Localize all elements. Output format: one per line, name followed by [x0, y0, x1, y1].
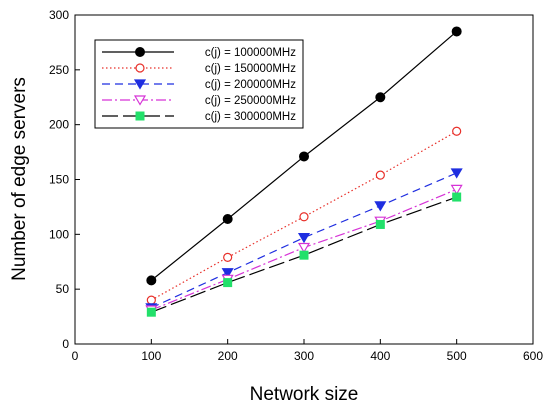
data-point: [299, 212, 309, 222]
legend-label: c(j) = 100000MHz: [205, 47, 296, 59]
y-tick-label: 100: [49, 227, 69, 241]
x-tick-label: 300: [294, 349, 314, 363]
data-point: [221, 268, 234, 279]
legend-marker: [135, 47, 145, 57]
series-line: [151, 172, 457, 309]
legend-item: c(j) = 300000MHz: [102, 111, 296, 123]
y-axis-title: Number of edge servers: [9, 77, 30, 281]
series-c-j-100000mhz: [146, 26, 462, 286]
data-point: [452, 192, 462, 202]
y-tick-label: 250: [49, 63, 69, 77]
series-c-j-200000mhz: [145, 168, 463, 314]
legend-marker: [133, 95, 147, 106]
legend-label: c(j) = 200000MHz: [205, 79, 296, 91]
data-point: [146, 295, 156, 305]
legend-label: c(j) = 150000MHz: [205, 63, 296, 75]
data-point: [146, 275, 157, 286]
legend-item: c(j) = 100000MHz: [102, 47, 296, 59]
y-tick-label: 150: [49, 173, 69, 187]
data-point: [451, 26, 462, 37]
axis-ticks: 0 100 200 300 400 500 600 0 50 100 150 200 250 300: [49, 8, 543, 363]
data-point: [223, 252, 233, 262]
data-point: [299, 250, 309, 260]
data-point: [450, 184, 463, 196]
y-tick-label: 50: [56, 282, 70, 296]
y-tick-label: 0: [62, 337, 69, 351]
data-point: [222, 213, 233, 224]
x-tick-label: 500: [447, 349, 467, 363]
x-tick-label: 600: [523, 349, 543, 363]
x-axis-title: Network size: [250, 384, 359, 405]
y-tick-label: 300: [49, 8, 69, 22]
x-tick-label: 200: [218, 349, 238, 363]
data-point: [223, 278, 233, 288]
data-point: [375, 219, 385, 229]
legend-item: c(j) = 200000MHz: [102, 79, 296, 91]
data-point: [297, 242, 311, 254]
series-layer: [145, 26, 463, 317]
series-c-j-300000mhz: [146, 192, 462, 317]
legend-marker: [133, 79, 147, 90]
data-point: [297, 233, 311, 244]
data-point: [374, 201, 387, 212]
data-point: [146, 307, 156, 317]
series-c-j-250000mhz: [145, 184, 463, 316]
data-point: [375, 170, 385, 180]
legend: c(j) = 100000MHz c(j) = 150000MHz c(j) = 2…: [94, 39, 304, 129]
legend-marker: [135, 63, 145, 73]
x-tick-label: 0: [72, 349, 79, 363]
x-tick-label: 400: [370, 349, 390, 363]
legend-item: c(j) = 250000MHz: [102, 95, 296, 107]
x-tick-label: 100: [141, 349, 161, 363]
data-point: [452, 126, 462, 136]
data-point: [450, 168, 463, 179]
legend-label: c(j) = 250000MHz: [205, 95, 296, 107]
data-point: [299, 151, 309, 162]
legend-marker: [135, 111, 145, 121]
legend-item: c(j) = 150000MHz: [102, 63, 296, 75]
y-tick-label: 200: [49, 118, 69, 132]
data-point: [375, 92, 386, 103]
series-c-j-150000mhz: [146, 126, 462, 305]
legend-label: c(j) = 300000MHz: [205, 111, 296, 123]
